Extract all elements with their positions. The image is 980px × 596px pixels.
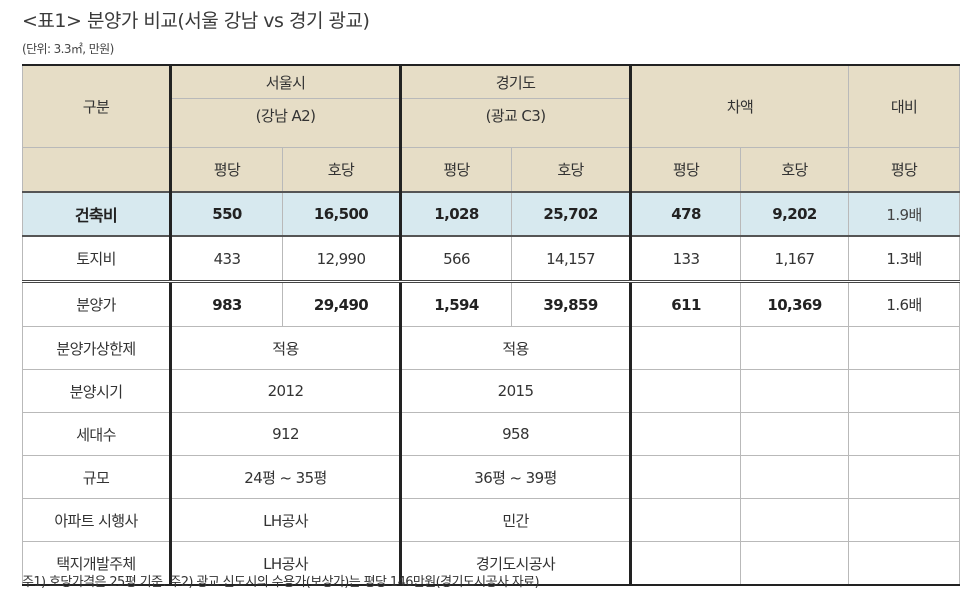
- row-label: 세대수: [22, 412, 171, 456]
- cell-diff-per-pyeong: 611: [629, 280, 742, 327]
- cell-ratio: 1.3배: [848, 235, 961, 282]
- header-seoul-title: 서울시: [168, 64, 402, 99]
- cell-seoul-per-unit: 16,500: [281, 191, 402, 237]
- cell-empty: [740, 541, 850, 586]
- cell-diff-per-pyeong: 133: [629, 235, 742, 282]
- cell-empty: [629, 412, 742, 456]
- cell-empty: [740, 498, 850, 542]
- cell-empty: [629, 541, 742, 586]
- cell-empty: [629, 369, 742, 413]
- cell-seoul: 2012: [168, 369, 402, 413]
- row-sale-price: 분양가 983 29,490 1,594 39,859 611 10,369 1…: [22, 280, 961, 327]
- row-developer: 아파트 시행사 LH공사 민간: [22, 498, 961, 542]
- header-row-1: 구분 서울시 경기도 차액 대비: [22, 64, 961, 148]
- cell-seoul: LH공사: [168, 498, 402, 542]
- cell-empty: [848, 412, 961, 456]
- cell-empty: [740, 455, 850, 499]
- cell-empty: [629, 498, 742, 542]
- header-gyeonggi-per-unit: 호당: [511, 147, 632, 193]
- cell-empty: [740, 412, 850, 456]
- header-ratio: 대비: [848, 64, 961, 148]
- header-diff-per-unit: 호당: [740, 147, 850, 193]
- header-row-2: (강남 A2) (광교 C3): [23, 98, 960, 148]
- row-label: 택지개발주체: [22, 541, 171, 586]
- cell-seoul-per-pyeong: 550: [169, 191, 283, 237]
- cell-gyeonggi-per-pyeong: 1,028: [399, 191, 513, 237]
- header-gyeonggi-title: 경기도: [399, 64, 632, 99]
- cell-seoul-per-pyeong: 983: [169, 280, 283, 327]
- header-ratio-per-pyeong: 평당: [848, 147, 961, 193]
- cell-gyeonggi: 958: [399, 412, 632, 456]
- cell-gyeonggi: 적용: [399, 326, 632, 370]
- unit-note: (단위: 3.3㎡, 만원): [22, 42, 114, 56]
- row-label: 아파트 시행사: [22, 498, 171, 542]
- cell-seoul-per-pyeong: 433: [169, 235, 283, 282]
- cell-empty: [848, 455, 961, 499]
- cell-seoul: 적용: [168, 326, 402, 370]
- header-gyeonggi-sub: (광교 C3): [399, 98, 632, 148]
- cell-seoul: 24평 ~ 35평: [168, 455, 402, 499]
- row-land-cost: 토지비 433 12,990 566 14,157 133 1,167 1.3배: [22, 235, 961, 282]
- cell-empty: [848, 541, 961, 586]
- cell-gyeonggi-per-unit: 39,859: [511, 280, 632, 327]
- row-construction-cost: 건축비 550 16,500 1,028 25,702 478 9,202 1.…: [22, 191, 961, 237]
- header-empty: [22, 147, 171, 193]
- cell-gyeonggi: 민간: [399, 498, 632, 542]
- cell-ratio: 1.9배: [848, 191, 961, 237]
- cell-gyeonggi: 36평 ~ 39평: [399, 455, 632, 499]
- row-size: 규모 24평 ~ 35평 36평 ~ 39평: [22, 455, 961, 499]
- row-sale-period: 분양시기 2012 2015: [22, 369, 961, 413]
- header-diff: 차액: [629, 64, 850, 148]
- cell-empty: [740, 326, 850, 370]
- cell-empty: [848, 326, 961, 370]
- cell-seoul-per-unit: 29,490: [281, 280, 402, 327]
- cell-diff-per-unit: 1,167: [740, 235, 850, 282]
- cell-empty: [629, 455, 742, 499]
- row-label: 분양가: [22, 280, 171, 327]
- table-title: <표1> 분양가 비교(서울 강남 vs 경기 광교): [22, 10, 370, 32]
- cell-gyeonggi-per-pyeong: 566: [399, 235, 513, 282]
- header-seoul-sub: (강남 A2): [168, 98, 402, 148]
- cell-gyeonggi: 2015: [399, 369, 632, 413]
- row-label: 분양가상한제: [22, 326, 171, 370]
- cell-empty: [848, 498, 961, 542]
- header-diff-per-pyeong: 평당: [629, 147, 742, 193]
- header-seoul-per-pyeong: 평당: [169, 147, 283, 193]
- comparison-table: 구분 서울시 경기도 차액 대비 (강남 A2) (광교 C3) 평당 호당 평…: [22, 64, 961, 586]
- cell-diff-per-unit: 9,202: [740, 191, 850, 237]
- cell-gyeonggi-per-unit: 14,157: [511, 235, 632, 282]
- cell-ratio: 1.6배: [848, 280, 961, 327]
- row-label: 규모: [22, 455, 171, 499]
- header-row-3: 평당 호당 평당 호당 평당 호당 평당: [22, 147, 961, 193]
- cell-diff-per-unit: 10,369: [740, 280, 850, 327]
- cell-seoul: 912: [168, 412, 402, 456]
- cell-seoul: LH공사: [168, 541, 402, 586]
- row-land-developer: 택지개발주체 LH공사 경기도시공사: [22, 541, 961, 586]
- cell-gyeonggi-per-unit: 25,702: [511, 191, 632, 237]
- row-label: 토지비: [22, 235, 171, 282]
- header-seoul-per-unit: 호당: [281, 147, 402, 193]
- cell-empty: [740, 369, 850, 413]
- footnote: 주1) 호당가격은 25평 기준. 주2) 광교 신도시의 수용가(보상가)는 …: [22, 575, 540, 590]
- header-category: 구분: [22, 64, 171, 148]
- cell-empty: [629, 326, 742, 370]
- cell-empty: [848, 369, 961, 413]
- row-households: 세대수 912 958: [22, 412, 961, 456]
- cell-gyeonggi: 경기도시공사: [399, 541, 632, 586]
- row-label: 건축비: [22, 191, 171, 237]
- header-gyeonggi-per-pyeong: 평당: [399, 147, 513, 193]
- cell-diff-per-pyeong: 478: [629, 191, 742, 237]
- cell-seoul-per-unit: 12,990: [281, 235, 402, 282]
- row-price-cap: 분양가상한제 적용 적용: [22, 326, 961, 370]
- row-label: 분양시기: [22, 369, 171, 413]
- cell-gyeonggi-per-pyeong: 1,594: [399, 280, 513, 327]
